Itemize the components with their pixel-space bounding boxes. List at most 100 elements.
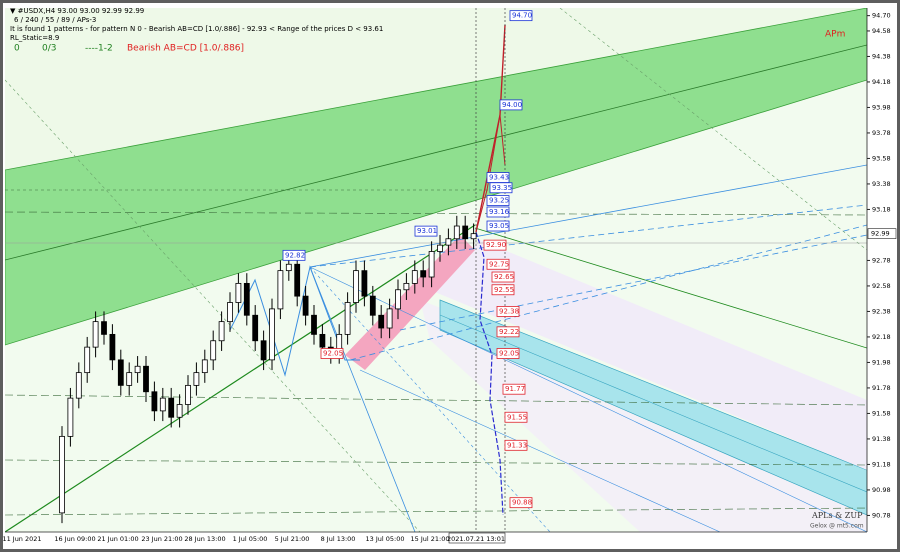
x-tick-label: 15 Jul 21:00 — [411, 535, 450, 543]
candle-body — [285, 263, 292, 272]
candle-body — [109, 333, 116, 361]
candle-body — [395, 289, 401, 310]
candle-body — [437, 244, 443, 252]
candle-body — [319, 333, 326, 348]
level-box — [496, 306, 520, 317]
candle-body — [302, 295, 309, 316]
level-box — [504, 439, 528, 451]
level-box — [496, 326, 520, 338]
y-tick-label: 91.98 — [872, 358, 891, 366]
candle-body — [369, 295, 376, 316]
candle-body — [101, 321, 107, 335]
candle-body — [193, 372, 200, 386]
credit-site: Gelox @ mt5.com — [810, 523, 864, 530]
level-label: 91.33 — [507, 441, 527, 449]
candle-body — [353, 270, 359, 303]
candle-body — [218, 321, 225, 342]
level-label: 92.55 — [494, 286, 514, 294]
y-tick-label: 94.70 — [872, 12, 891, 20]
candle-body — [117, 359, 124, 386]
y-tick-label: 93.58 — [872, 154, 891, 162]
candle-body — [470, 233, 477, 240]
candle-body — [67, 397, 74, 437]
candle-body — [126, 372, 133, 386]
current-price-box — [867, 228, 897, 239]
y-tick-label: 91.78 — [872, 384, 891, 392]
x-tick-label: 8 Jul 13:00 — [321, 535, 356, 543]
candle-body — [277, 270, 284, 310]
y-tick-label: 94.58 — [872, 27, 891, 35]
x-tick-label: 16 Jun 09:00 — [54, 535, 95, 543]
y-tick-label: 92.58 — [872, 282, 891, 290]
level-label: 92.65 — [494, 273, 514, 281]
candle-body — [143, 365, 149, 393]
level-label: 93.16 — [489, 208, 510, 216]
static-note: RL_Static=8.9 — [10, 34, 59, 42]
level-box — [491, 271, 515, 283]
candle-body — [403, 282, 410, 291]
level-label: 93.05 — [489, 222, 509, 230]
candle-body — [294, 263, 301, 297]
corner-tag: APm — [825, 30, 845, 40]
level-box — [496, 348, 520, 359]
candle-body — [361, 270, 368, 297]
level-label: 90.88 — [512, 499, 532, 507]
candle-body — [243, 282, 250, 316]
candle-body — [92, 321, 99, 348]
level-label: 91.55 — [507, 413, 527, 421]
level-box — [486, 258, 510, 270]
level-label: 93.01 — [417, 227, 437, 235]
candle-body — [168, 397, 175, 418]
y-tick-label: 90.78 — [872, 511, 891, 519]
pattern-name: Bearish AB=CD [1.0/.886] — [127, 44, 244, 54]
candle-body — [260, 340, 267, 361]
candle-body — [462, 225, 469, 240]
level-label: 94.70 — [512, 12, 532, 20]
level-box — [486, 220, 510, 232]
y-tick-label: 91.18 — [872, 460, 891, 468]
counter: 0 — [14, 44, 20, 54]
candle-body — [344, 302, 351, 335]
level-box — [502, 383, 526, 395]
x-tick-label: 23 Jun 21:00 — [141, 535, 182, 543]
candle-body — [176, 404, 183, 418]
x-tick-label: 5 Jul 21:00 — [275, 535, 310, 543]
level-box — [486, 206, 510, 218]
candle-body — [386, 308, 393, 329]
candle-body — [84, 346, 91, 374]
counter: ----1-2 — [85, 44, 113, 54]
current-time-box — [448, 532, 506, 544]
x-tick-label: 28 Jun 13:00 — [184, 535, 225, 543]
y-tick-label: 93.18 — [872, 205, 891, 213]
level-label: 92.05 — [499, 350, 519, 358]
x-tick-label: 2021.07.21 13:01 — [447, 535, 505, 543]
y-tick-label: 93.38 — [872, 180, 891, 188]
level-label: 91.77 — [505, 385, 525, 393]
level-label: 93.25 — [489, 197, 509, 205]
credit: APLs & ZUP — [811, 511, 863, 520]
candle-body — [227, 302, 233, 323]
x-tick-label: 1 Jul 05:00 — [233, 535, 268, 543]
y-tick-label: 94.18 — [872, 78, 891, 86]
level-label: 94.00 — [502, 101, 522, 109]
candle-body — [201, 359, 208, 374]
level-box — [282, 249, 306, 261]
x-tick-label: 21 Jun 01:00 — [97, 535, 138, 543]
current-price-label: 92.99 — [871, 230, 890, 238]
candle-body — [378, 314, 385, 329]
y-tick-label: 91.38 — [872, 435, 891, 443]
x-tick-label: 11 Jun 2021 — [2, 535, 41, 543]
candles — [59, 215, 477, 524]
level-label: 92.90 — [486, 241, 506, 249]
candle-body — [134, 365, 141, 374]
level-box — [491, 284, 515, 296]
level-label: 93.43 — [489, 174, 509, 182]
y-tick-label: 90.98 — [872, 486, 891, 494]
candle-body — [75, 372, 82, 399]
counter: 0/3 — [42, 44, 56, 54]
candle-body — [159, 397, 166, 412]
level-label: 92.38 — [499, 307, 519, 315]
level-box — [509, 497, 533, 509]
level-box — [486, 195, 510, 206]
